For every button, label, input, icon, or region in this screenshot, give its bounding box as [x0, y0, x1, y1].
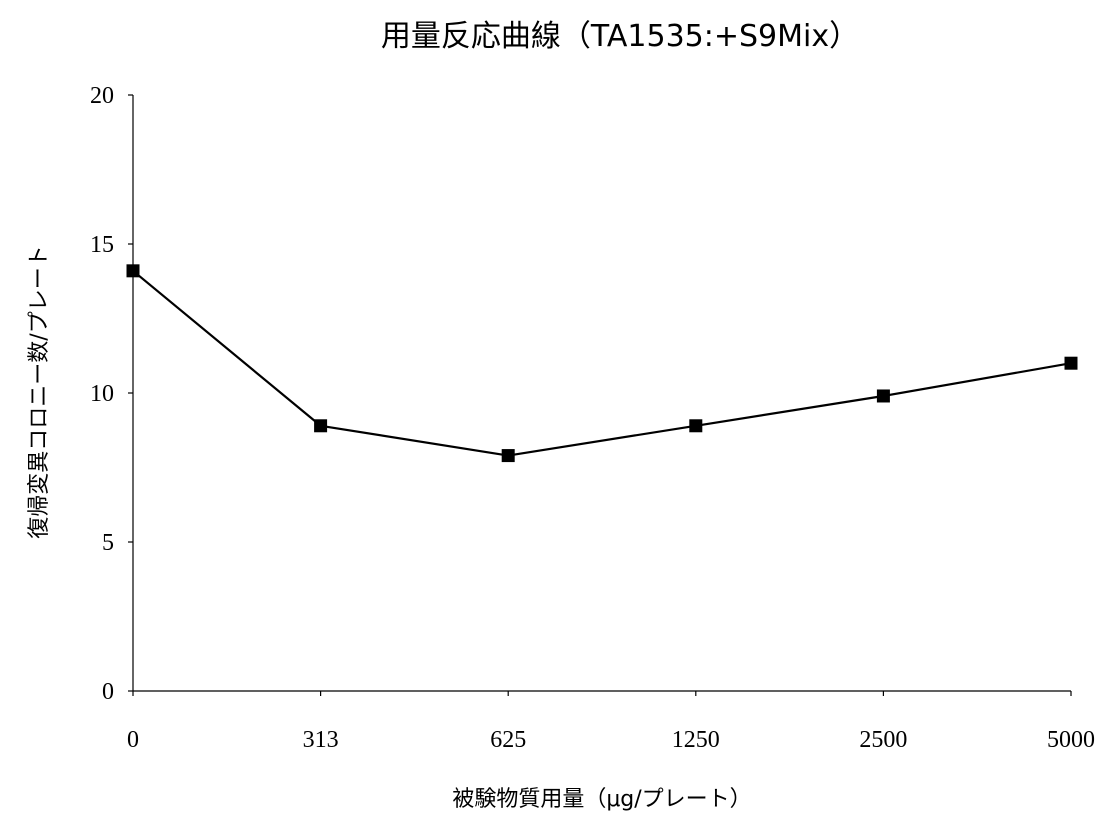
y-axis-title: 復帰変異コロニー数/プレート [27, 245, 52, 538]
data-markers [126, 264, 1078, 463]
x-ticks: 0 313 625 1250 2500 5000 [127, 691, 1095, 753]
x-tick-label: 313 [303, 727, 339, 753]
y-tick-label: 15 [90, 232, 114, 258]
x-tick-label: 0 [127, 727, 139, 753]
x-axis-title: 被験物質用量（μg/プレート） [452, 787, 751, 812]
series-line [132, 269, 1072, 457]
data-point-marker [126, 264, 140, 278]
y-tick-label: 5 [102, 530, 114, 556]
y-tick-label: 20 [90, 83, 114, 109]
x-tick-label: 5000 [1047, 727, 1095, 753]
data-point-marker [314, 419, 328, 433]
y-ticks: 0 5 10 15 20 [90, 83, 133, 705]
data-point-marker [876, 389, 890, 403]
data-point-marker [1064, 356, 1078, 370]
data-point-marker [501, 449, 515, 463]
y-tick-label: 10 [90, 381, 114, 407]
x-tick-label: 1250 [672, 727, 720, 753]
x-tick-label: 625 [490, 727, 526, 753]
x-tick-label: 2500 [859, 727, 907, 753]
data-point-marker [689, 419, 703, 433]
y-tick-label: 0 [102, 679, 114, 705]
axes [132, 95, 1071, 692]
chart-title: 用量反応曲線（TA1535:+S9Mix） [381, 19, 859, 54]
